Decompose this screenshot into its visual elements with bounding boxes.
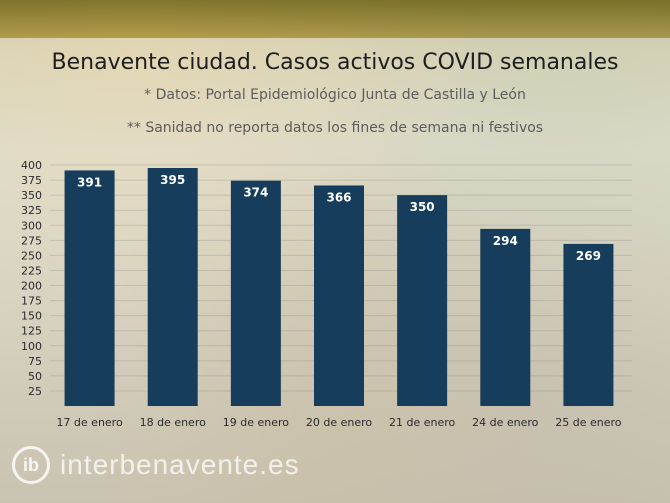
bar-4 [314,185,364,406]
x-tick-label: 24 de enero [472,416,539,429]
bar-value-label: 366 [326,190,351,204]
y-tick-label: 200 [21,280,42,293]
watermark-logo-icon: ib [12,446,50,484]
bar-5 [397,195,448,406]
y-tick-label: 100 [21,340,42,353]
y-tick-label: 300 [21,219,42,232]
bar-value-labels: 391 395 374 366 350 294 269 [77,173,601,263]
bar-value-label: 391 [77,175,102,189]
bars [64,168,614,406]
y-tick-label: 350 [21,189,42,202]
y-tick-label: 75 [28,355,42,368]
data-source-note: * Datos: Portal Epidemiológico Junta de … [144,87,526,103]
bar-value-label: 374 [243,186,268,200]
y-tick-label: 50 [28,370,42,383]
bar-value-label: 395 [160,173,185,187]
bar-value-label: 269 [576,249,601,263]
y-tick-label: 175 [21,295,42,308]
y-tick-label: 150 [21,310,42,323]
chart-title: Benavente ciudad. Casos activos COVID se… [51,50,619,75]
bar-value-label: 294 [493,234,518,248]
x-tick-label: 20 de enero [306,416,373,429]
x-tick-label: 21 de enero [389,416,456,429]
x-tick-label: 19 de enero [223,416,290,429]
watermark: ib interbenavente.es [12,440,300,490]
x-axis-ticks: 17 de enero 18 de enero 19 de enero 20 de e… [56,416,621,429]
bar-value-label: 350 [410,200,435,214]
y-tick-label: 250 [21,249,42,262]
y-tick-label: 225 [21,264,42,277]
x-tick-label: 25 de enero [555,416,622,429]
y-tick-label: 375 [21,174,42,187]
y-tick-label: 325 [21,204,42,217]
watermark-text: interbenavente.es [60,449,300,480]
bar-2 [147,168,198,406]
bar-3 [230,180,281,406]
x-tick-label: 17 de enero [56,416,123,429]
y-tick-label: 400 [21,159,42,172]
weekend-note: ** Sanidad no reporta datos los fines de… [126,120,544,136]
bar-7 [563,243,614,406]
x-tick-label: 18 de enero [140,416,207,429]
y-tick-label: 125 [21,325,42,338]
y-axis-ticks: 25 50 75 100 125 150 175 200 225 250 275 300 325 350 3… [21,159,42,398]
bar-6 [480,228,531,406]
y-tick-label: 25 [28,385,42,398]
bar-1 [64,170,115,406]
top-photo-band [0,0,670,38]
y-tick-label: 275 [21,234,42,247]
